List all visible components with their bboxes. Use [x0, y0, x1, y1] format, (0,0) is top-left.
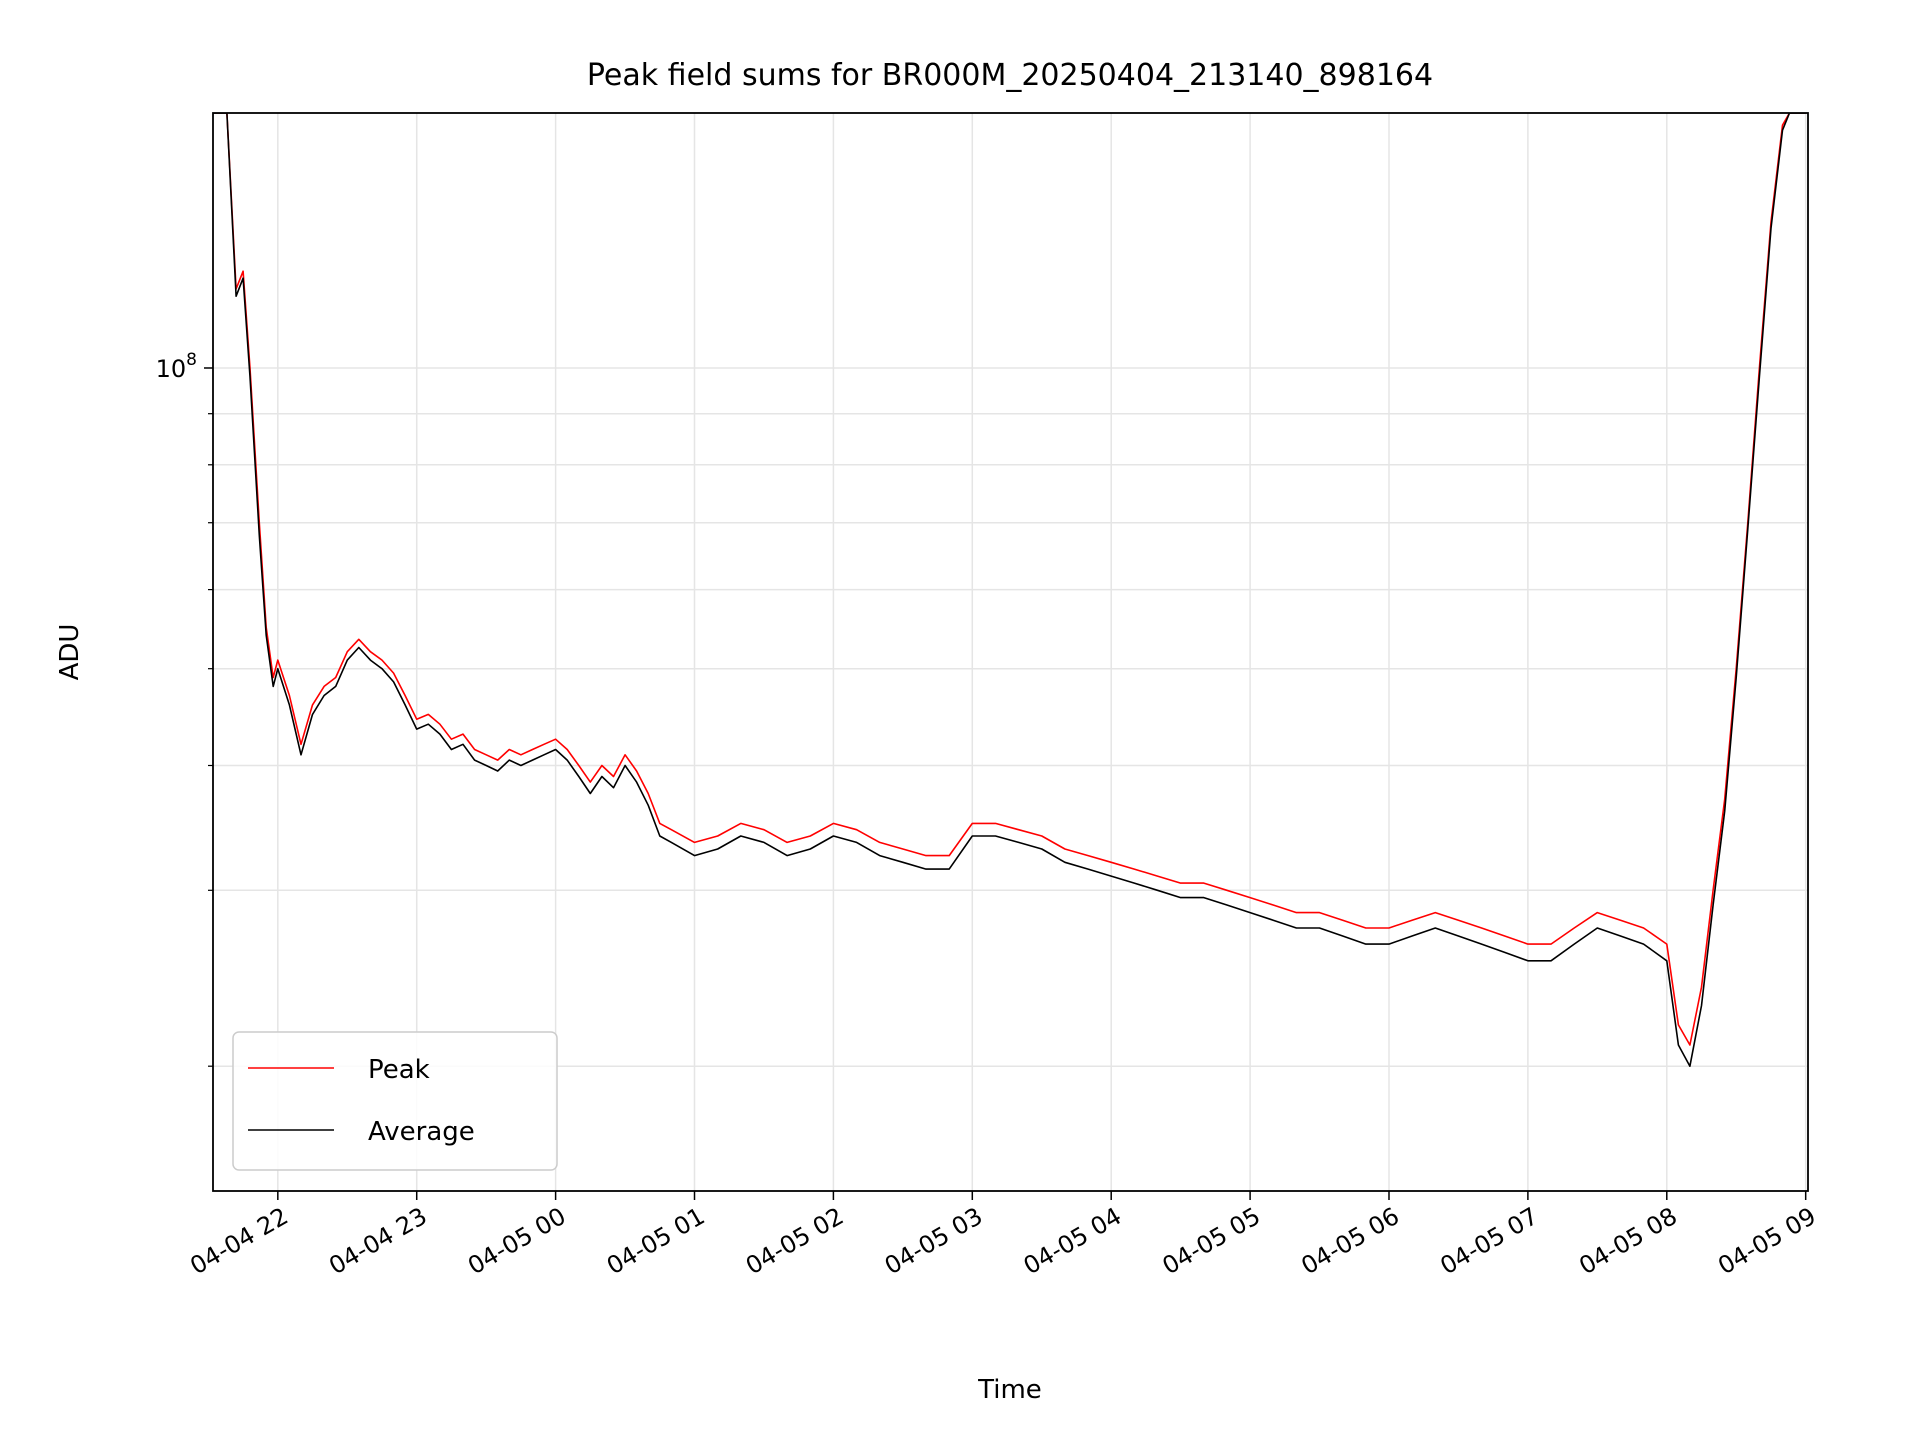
x-tick-label: 04-05 04 — [1019, 1202, 1126, 1280]
x-tick-label: 04-05 01 — [602, 1202, 709, 1280]
x-tick-label: 04-05 03 — [880, 1202, 987, 1280]
legend-label-average: Average — [368, 1117, 475, 1147]
x-tick-label: 04-04 23 — [324, 1202, 431, 1280]
x-tick-label: 04-05 05 — [1158, 1202, 1265, 1280]
x-axis-label: Time — [977, 1375, 1042, 1405]
legend-box — [232, 1031, 558, 1171]
x-tick-label: 04-05 00 — [463, 1202, 570, 1280]
x-axis-ticks: 04-04 22 04-04 23 04-05 00 04-05 01 04-05 02… — [185, 1191, 1821, 1280]
plot-frame — [212, 112, 1809, 1192]
y-tick-label: 108 — [156, 350, 197, 383]
legend-label-peak: Peak — [368, 1055, 430, 1085]
series-line-average — [213, 113, 1806, 1067]
y-axis-label: ADU — [55, 624, 85, 681]
x-tick-label: 04-05 09 — [1713, 1202, 1820, 1280]
x-tick-label: 04-05 06 — [1297, 1202, 1404, 1280]
x-tick-label: 04-05 07 — [1435, 1202, 1542, 1280]
legend: Peak Average — [232, 1031, 558, 1171]
x-tick-label: 04-04 22 — [185, 1202, 292, 1280]
series-layer — [213, 113, 1806, 1067]
series-line-peak — [213, 113, 1806, 1046]
chart-title: Peak field sums for BR000M_20250404_2131… — [587, 58, 1433, 93]
x-tick-label: 04-05 02 — [741, 1202, 848, 1280]
y-axis-ticks: 108 — [156, 350, 213, 1067]
grid-lines — [213, 113, 1808, 1191]
x-tick-label: 04-05 08 — [1574, 1202, 1681, 1280]
